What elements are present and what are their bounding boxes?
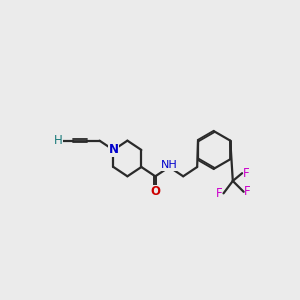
Text: F: F [216,187,223,200]
Text: N: N [109,143,118,156]
Text: F: F [243,167,249,180]
Text: F: F [244,185,251,198]
Text: O: O [150,185,160,198]
Text: NH: NH [161,160,178,170]
Text: H: H [54,134,63,147]
